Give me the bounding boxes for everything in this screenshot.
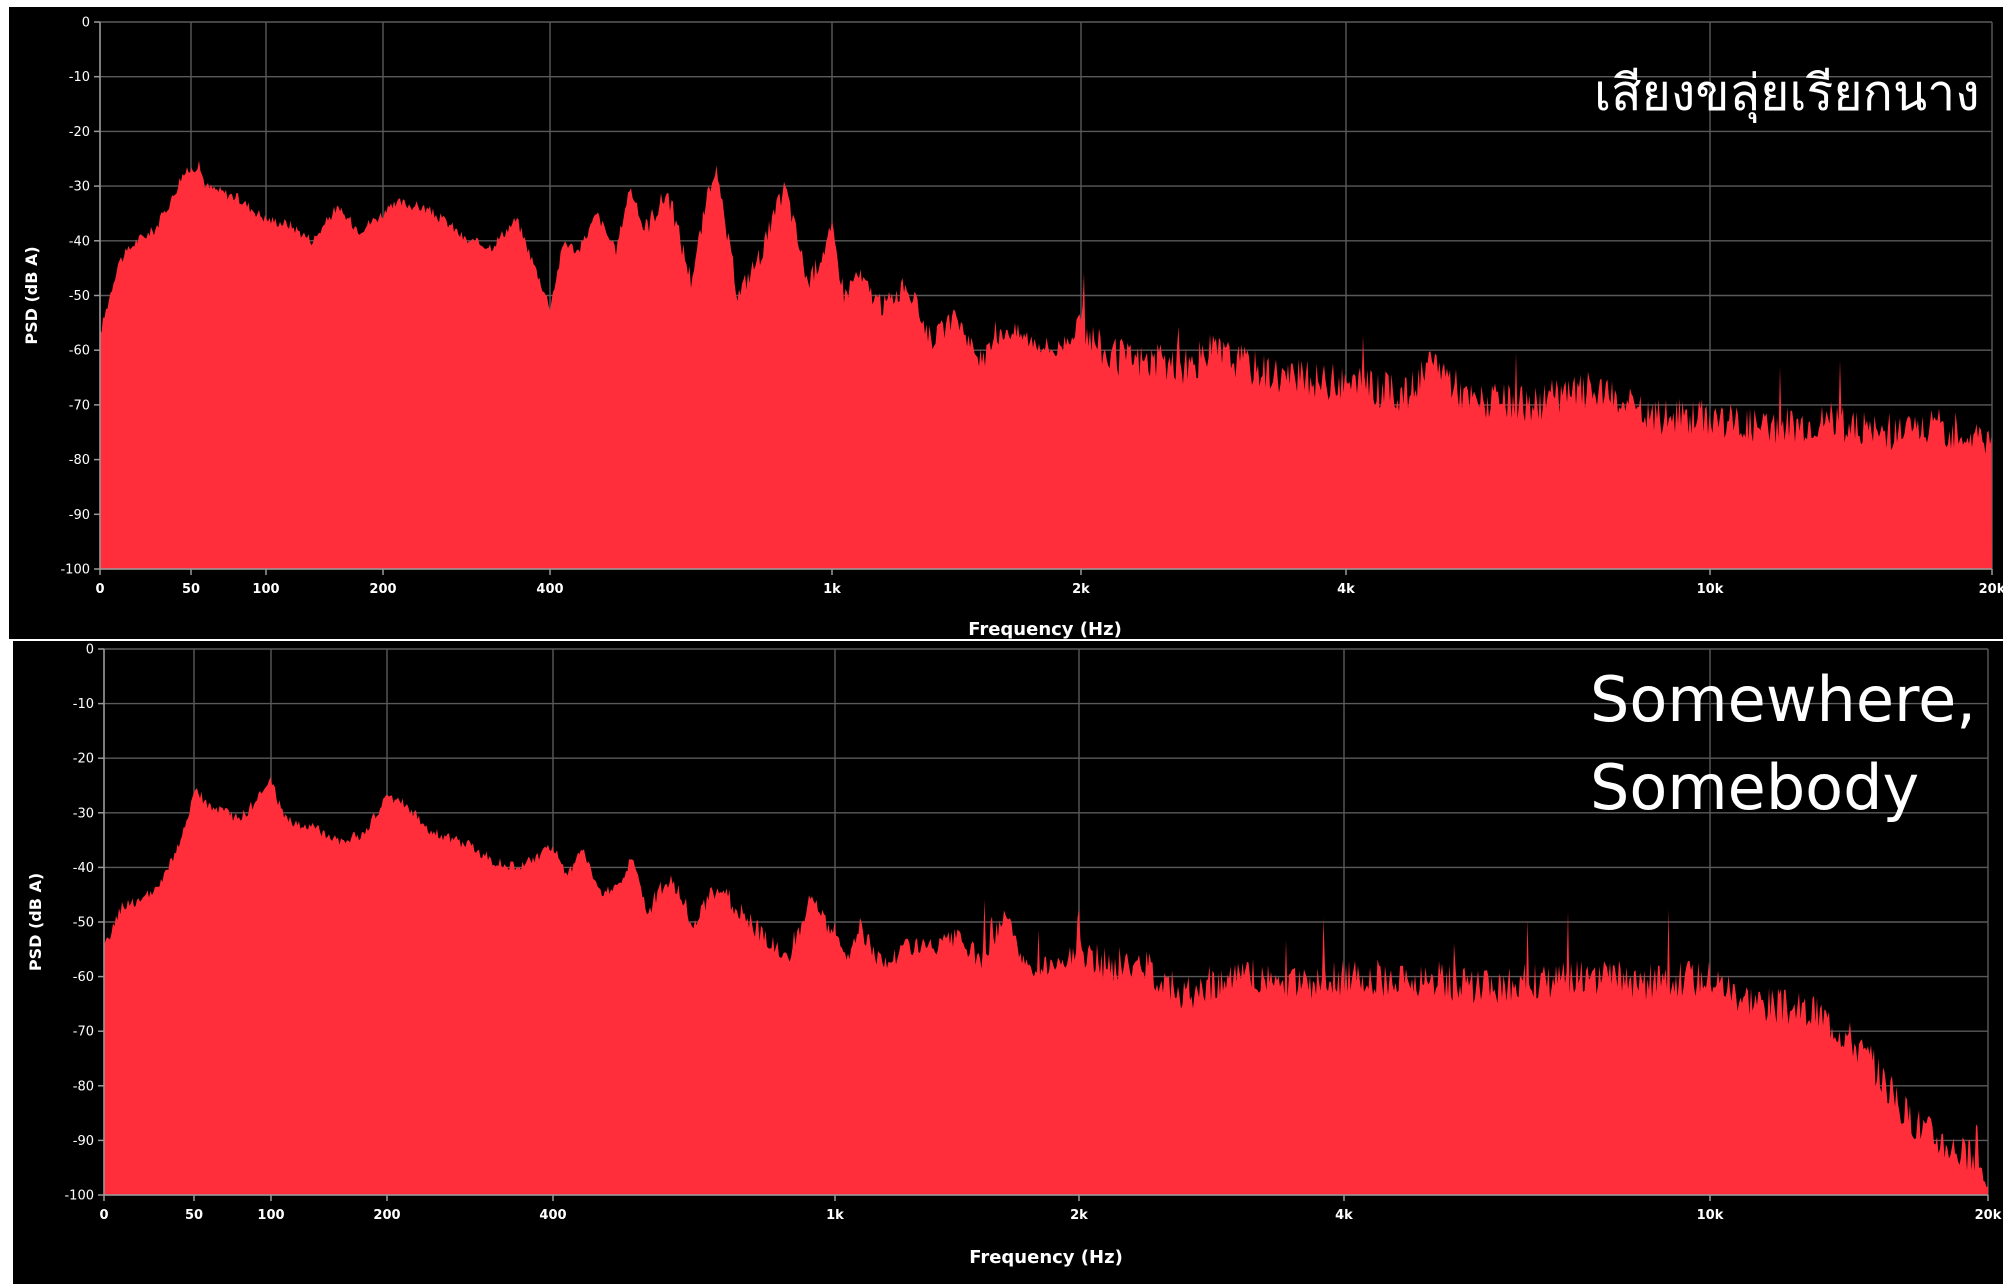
top-ytick-label-9: -90 [69, 508, 90, 523]
bottom-x-axis-label: Frequency (Hz) [969, 1247, 1123, 1268]
bottom-xtick-label-8: 10k [1697, 1208, 1724, 1223]
bottom-spectrum-area [104, 776, 1988, 1195]
top-xtick-label-2: 100 [252, 582, 279, 597]
bottom-ytick-label-6: -60 [73, 970, 94, 985]
top-xtick-label-8: 10k [1697, 582, 1724, 597]
bottom-ytick-label-8: -80 [73, 1079, 94, 1094]
psd-chart-top: 0 -10 -20 -30 -40 -50 -60 -70 -80 -90 -100 0 50 100 20… [9, 7, 2003, 639]
bottom-ytick-label-2: -20 [73, 752, 94, 767]
bottom-xtick-label-2: 100 [257, 1208, 284, 1223]
top-xtick-label-0: 0 [95, 582, 104, 597]
bottom-xtick-label-9: 20k [1975, 1208, 2002, 1223]
bottom-ytick-label-4: -40 [73, 861, 94, 876]
psd-chart-bottom: 0 -10 -20 -30 -40 -50 -60 -70 -80 -90 -100 0 50 100 20… [13, 641, 2003, 1284]
bottom-ytick-label-7: -70 [73, 1025, 94, 1040]
top-ytick-label-7: -70 [69, 398, 90, 413]
psd-chart-bottom-svg: 0 -10 -20 -30 -40 -50 -60 -70 -80 -90 -100 0 50 100 20… [26, 643, 2002, 1269]
top-xtick-label-4: 400 [536, 582, 563, 597]
bottom-ytick-label-9: -90 [73, 1134, 94, 1149]
top-xtick-label-7: 4k [1337, 582, 1355, 597]
bottom-ytick-label-1: -10 [73, 697, 94, 712]
top-xtick-label-5: 1k [823, 582, 841, 597]
top-chart-title: เสียงขลุ่ยเรียกนาง [1594, 64, 1980, 123]
bottom-y-axis-label: PSD (dB A) [26, 873, 45, 971]
top-x-axis-label: Frequency (Hz) [968, 619, 1122, 639]
bottom-chart-title-line-1: Somewhere, [1590, 663, 1976, 736]
bottom-xtick-label-7: 4k [1335, 1208, 1353, 1223]
bottom-chart-title-line-2: Somebody [1590, 751, 1919, 824]
top-ytick-label-6: -60 [69, 344, 90, 359]
top-spectrum-area [100, 160, 1992, 569]
psd-chart-top-svg: 0 -10 -20 -30 -40 -50 -60 -70 -80 -90 -100 0 50 100 20… [22, 16, 2003, 640]
bottom-ytick-label-3: -30 [73, 806, 94, 821]
top-xtick-label-1: 50 [182, 582, 200, 597]
bottom-ytick-label-10: -100 [64, 1189, 94, 1204]
top-ytick-label-10: -100 [60, 563, 90, 578]
top-ytick-label-3: -30 [69, 180, 90, 195]
top-xtick-label-3: 200 [369, 582, 396, 597]
bottom-ytick-label-0: 0 [86, 643, 94, 658]
bottom-ytick-label-5: -50 [73, 916, 94, 931]
bottom-xtick-label-3: 200 [373, 1208, 400, 1223]
bottom-xtick-label-6: 2k [1070, 1208, 1088, 1223]
top-ytick-label-1: -10 [69, 70, 90, 85]
top-ytick-label-2: -20 [69, 125, 90, 140]
bottom-xtick-label-1: 50 [185, 1208, 203, 1223]
top-xtick-label-6: 2k [1072, 582, 1090, 597]
top-ytick-label-4: -40 [69, 234, 90, 249]
top-xtick-label-9: 20k [1979, 582, 2003, 597]
top-y-axis-label: PSD (dB A) [22, 246, 41, 344]
top-ytick-label-0: 0 [82, 16, 90, 31]
bottom-xtick-label-4: 400 [539, 1208, 566, 1223]
bottom-xtick-label-5: 1k [826, 1208, 844, 1223]
top-ytick-label-5: -50 [69, 289, 90, 304]
top-ytick-label-8: -80 [69, 453, 90, 468]
bottom-xtick-label-0: 0 [99, 1208, 108, 1223]
